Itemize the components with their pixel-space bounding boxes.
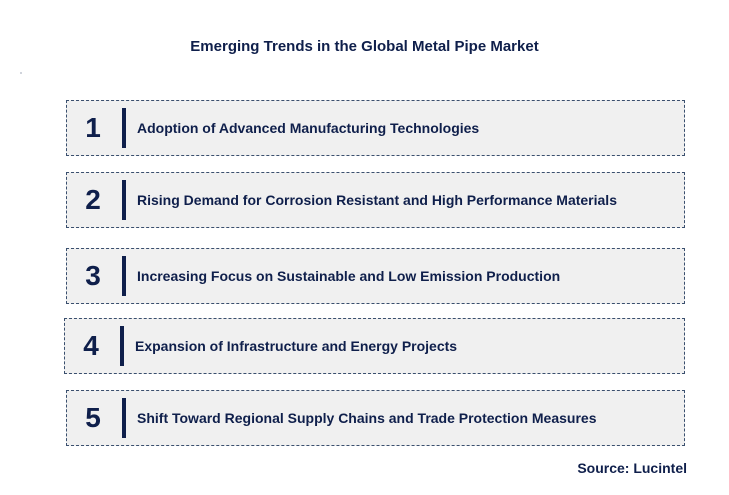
diagram-title: Emerging Trends in the Global Metal Pipe…: [190, 38, 539, 55]
trend-label: Rising Demand for Corrosion Resistant an…: [137, 192, 617, 208]
trend-item-5: 5 Shift Toward Regional Supply Chains an…: [66, 390, 685, 446]
trend-divider: [122, 256, 126, 296]
decorative-dot: [20, 72, 22, 74]
trend-item-2: 2 Rising Demand for Corrosion Resistant …: [66, 172, 685, 228]
trend-divider: [122, 398, 126, 438]
trend-item-4: 4 Expansion of Infrastructure and Energy…: [64, 318, 685, 374]
trend-item-1: 1 Adoption of Advanced Manufacturing Tec…: [66, 100, 685, 156]
trend-label: Shift Toward Regional Supply Chains and …: [137, 410, 597, 426]
trend-item-3: 3 Increasing Focus on Sustainable and Lo…: [66, 248, 685, 304]
trend-divider: [120, 326, 124, 366]
trend-label: Expansion of Infrastructure and Energy P…: [135, 338, 458, 354]
trend-number: 1: [85, 112, 101, 143]
trend-number: 3: [85, 260, 101, 291]
trend-label: Increasing Focus on Sustainable and Low …: [137, 268, 561, 284]
trend-number: 2: [85, 184, 101, 215]
source-label: Source: Lucintel: [577, 460, 687, 476]
trend-divider: [122, 180, 126, 220]
trend-number: 5: [85, 402, 101, 433]
trend-divider: [122, 108, 126, 148]
trend-number: 4: [83, 330, 99, 361]
trend-label: Adoption of Advanced Manufacturing Techn…: [137, 120, 480, 136]
